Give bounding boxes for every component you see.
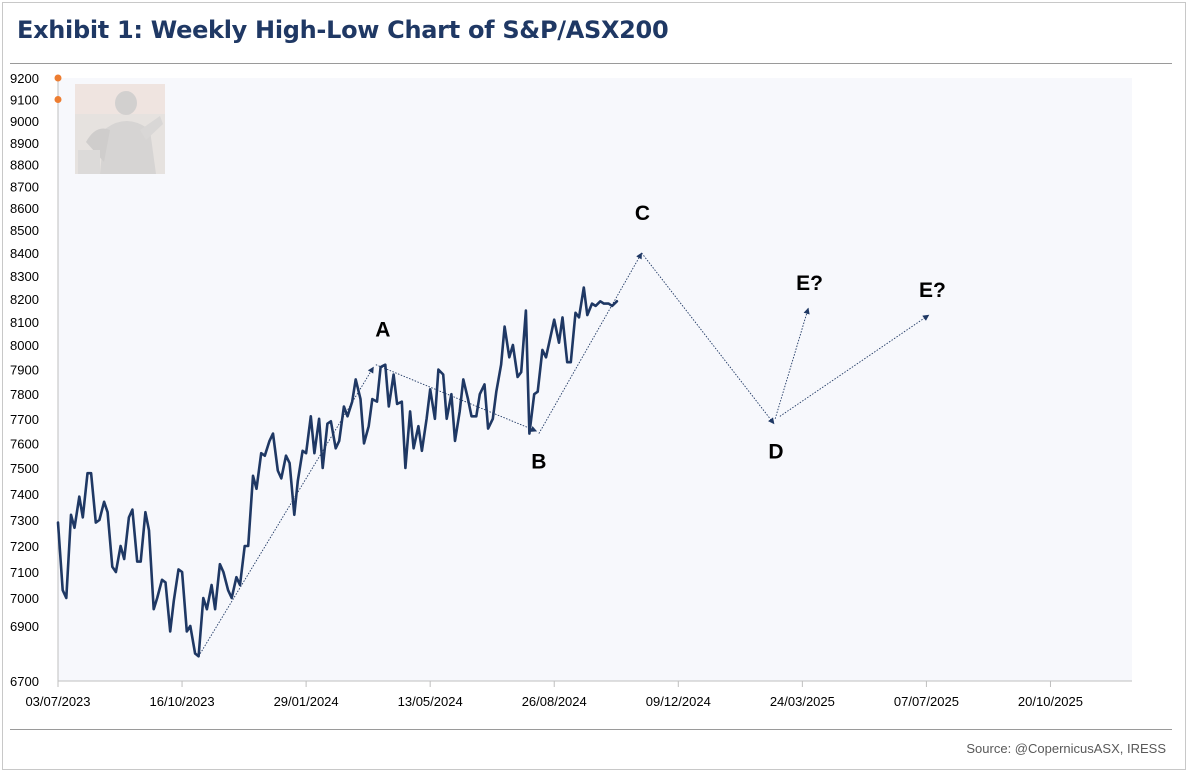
projection-lines [198,252,930,657]
projection-arrow [375,364,538,432]
x-tick-label: 03/07/2023 [25,694,90,709]
projection-arrow [779,314,930,417]
projection-arrow [774,307,810,419]
footer-divider [10,729,1172,730]
wave-label: B [531,451,546,474]
wave-label: A [375,319,390,342]
y-tick-label: 7100 [10,565,39,580]
y-tick-label: 8700 [10,179,39,194]
y-tick-label: 7500 [10,461,39,476]
chart-title: Exhibit 1: Weekly High-Low Chart of S&P/… [17,16,669,44]
asx200-weekly-line [56,286,619,658]
x-tick-label: 13/05/2024 [398,694,463,709]
plot-area [58,78,1132,681]
x-tick-labels: 03/07/2023 16/10/2023 29/01/2024 13/05/2024… [25,681,1083,709]
scale-markers [54,74,62,103]
x-tick-label: 24/03/2025 [770,694,835,709]
x-tick-label: 16/10/2023 [150,694,215,709]
x-tick-label: 26/08/2024 [522,694,587,709]
y-tick-label: 9000 [10,114,39,129]
wave-label: D [768,441,783,464]
y-tick-label: 6700 [10,674,39,689]
wave-label: E? [919,279,946,302]
y-tick-label: 8800 [10,158,39,173]
y-tick-label: 8600 [10,201,39,216]
x-tick-label: 07/07/2025 [894,694,959,709]
y-tick-label: 8000 [10,338,39,353]
wave-label: C [635,202,650,225]
scale-marker-dot [54,96,62,103]
title-divider [10,63,1172,64]
y-tick-label: 9100 [10,93,39,108]
y-tick-label: 8300 [10,269,39,284]
x-tick-label: 29/01/2024 [274,694,339,709]
x-tick-label: 09/12/2024 [646,694,711,709]
y-tick-label: 7400 [10,487,39,502]
y-tick-labels: 6700 6900 7000 7100 7200 7300 7400 7500 7600 7700… [10,71,39,689]
y-tick-label: 8400 [10,246,39,261]
projection-arrow [198,366,374,657]
wave-label: E? [796,272,823,295]
price-series [56,286,619,658]
y-tick-label: 9200 [10,71,39,86]
projection-arrow [641,252,775,425]
y-tick-label: 7300 [10,513,39,528]
x-tick-label: 20/10/2025 [1018,694,1083,709]
y-tick-label: 8100 [10,315,39,330]
scale-marker-dot [54,74,62,82]
wave-labels: A B C D E? E? [375,202,946,474]
y-tick-label: 7800 [10,387,39,402]
y-tick-label: 6900 [10,619,39,634]
y-tick-label: 8900 [10,136,39,151]
y-tick-label: 8500 [10,223,39,238]
y-tick-label: 7600 [10,436,39,451]
y-tick-label: 7200 [10,539,39,554]
copernicus-statue-logo [75,84,165,174]
y-tick-label: 7900 [10,363,39,378]
y-tick-label: 8200 [10,292,39,307]
source-note: Source: @CopernicusASX, IRESS [966,741,1166,756]
y-tick-label: 7000 [10,591,39,606]
y-tick-label: 7700 [10,412,39,427]
